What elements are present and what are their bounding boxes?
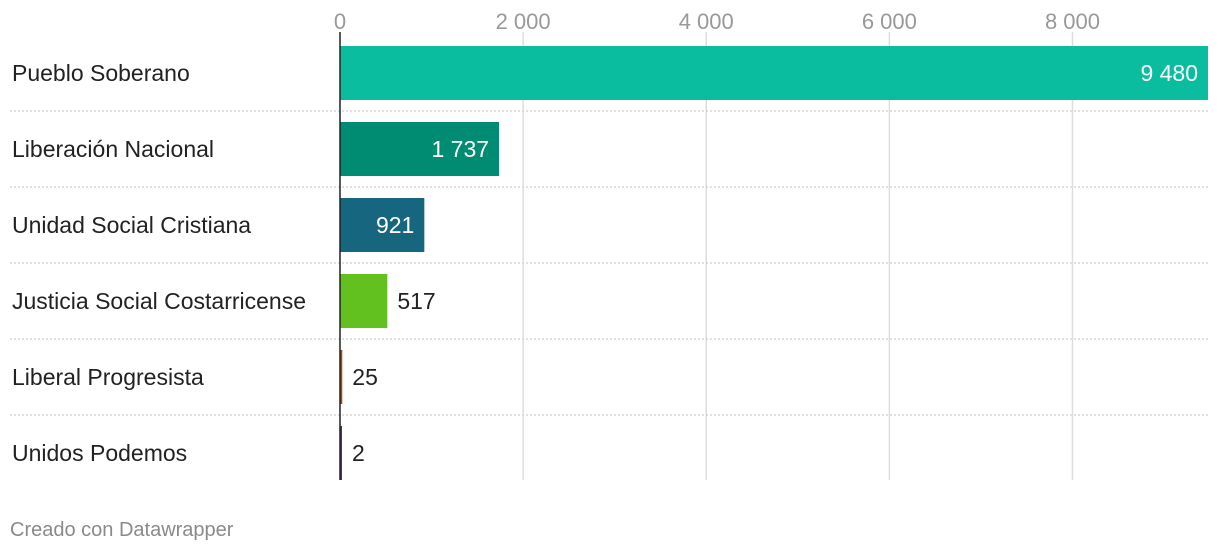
value-label: 517	[397, 288, 435, 314]
bar	[340, 122, 500, 176]
category-label: Liberación Nacional	[12, 136, 214, 162]
category-label: Unidos Podemos	[12, 440, 187, 466]
category-label: Pueblo Soberano	[12, 60, 190, 86]
bar	[340, 350, 343, 404]
bar	[340, 426, 342, 480]
bar-rows: Pueblo Soberano 9 480 Liberación Nacional 1…	[10, 46, 1210, 480]
value-label: 921	[376, 212, 414, 238]
footer-credit: Creado con Datawrapper	[10, 519, 234, 541]
x-tick-label: 2 000	[496, 9, 551, 34]
x-axis-ticks: 0 2 000 4 000 6 000 8 000	[334, 9, 1100, 34]
x-tick-label: 4 000	[679, 9, 734, 34]
gridlines	[522, 32, 1074, 480]
bar-chart: 0 2 000 4 000 6 000 8 000 Pueblo Soberano 9 4…	[10, 9, 1210, 480]
bar	[340, 46, 1208, 100]
value-label: 1 737	[431, 136, 489, 162]
category-label: Unidad Social Cristiana	[12, 212, 251, 238]
bar	[340, 274, 388, 328]
x-tick-label: 6 000	[862, 9, 917, 34]
category-label: Justicia Social Costarricense	[12, 288, 306, 314]
category-label: Liberal Progresista	[12, 364, 204, 390]
value-label: 2	[352, 440, 365, 466]
bar	[340, 198, 425, 252]
value-label: 9 480	[1140, 60, 1198, 86]
x-tick-label: 0	[334, 9, 346, 34]
x-tick-label: 8 000	[1045, 9, 1100, 34]
value-label: 25	[352, 364, 378, 390]
